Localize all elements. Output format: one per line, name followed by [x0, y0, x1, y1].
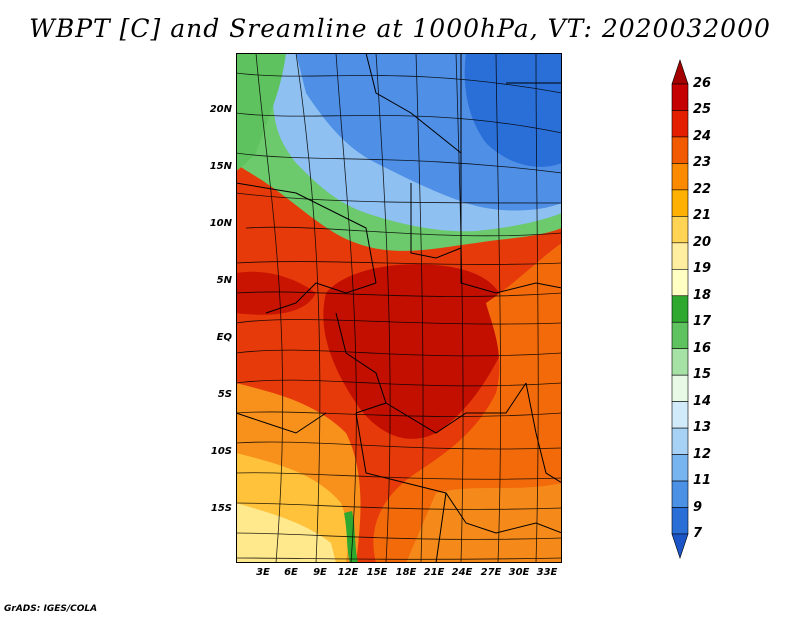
- lat-tick-label: 10S: [210, 446, 232, 457]
- colorbar-swatch: [671, 242, 689, 270]
- colorbar-tick-label: 17: [693, 314, 712, 330]
- lon-tick-label: 30E: [508, 567, 530, 578]
- colorbar-tick-label: 9: [693, 499, 703, 515]
- streamlines: [236, 53, 562, 563]
- colorbar-tick-label: 21: [693, 208, 712, 224]
- colorbar-tick-label: 12: [693, 446, 712, 462]
- chart-title: WBPT [C] and Sreamline at 1000hPa, VT: 2…: [29, 14, 771, 43]
- colorbar: [671, 59, 689, 559]
- colorbar-swatch: [671, 454, 689, 482]
- colorbar-tick-label: 7: [693, 526, 703, 541]
- colorbar-tick-label: 15: [693, 367, 712, 383]
- colorbar-swatch: [671, 295, 689, 323]
- lon-tick-label: 33E: [536, 567, 558, 578]
- colorbar-tick-label: 18: [693, 287, 712, 303]
- map-field: [236, 53, 562, 563]
- lat-tick-label: 5N: [216, 275, 232, 286]
- colorbar-swatch: [671, 401, 689, 429]
- colorbar-swatch: [671, 348, 689, 376]
- colorbar-tick-label: 11: [693, 473, 712, 489]
- lon-tick-label: 9E: [313, 567, 327, 578]
- region-hot-core: [323, 264, 508, 439]
- colorbar-swatch: [671, 216, 689, 244]
- colorbar-tick-label: 19: [693, 261, 712, 277]
- lat-tick-label: 10N: [209, 218, 232, 229]
- lat-tick-label: 20N: [209, 104, 232, 115]
- lon-tick-label: 27E: [480, 567, 502, 578]
- lat-tick-label: 15S: [210, 503, 232, 514]
- colorbar-swatch: [671, 189, 689, 217]
- colorbar-swatch: [671, 110, 689, 138]
- map-panel: 20N 15N 10N 5N EQ 5S 10S 15S 3E 6E 9E 12…: [210, 53, 562, 578]
- colorbar-tick-label: 14: [693, 393, 712, 409]
- region-north-deep: [464, 53, 562, 167]
- lon-tick-label: 18E: [395, 567, 417, 578]
- country-borders: [236, 53, 562, 563]
- colorbar-swatch: [671, 374, 689, 402]
- colorbar-tick-label: 25: [693, 102, 712, 118]
- credit-text: GrADS: IGES/COLA: [4, 604, 98, 614]
- colorbar-tick-label: 23: [693, 155, 712, 171]
- lon-tick-label: 15E: [366, 567, 388, 578]
- colorbar-swatch: [671, 321, 689, 350]
- region-south-yellow: [236, 503, 336, 563]
- lon-tick-label: 21E: [423, 567, 445, 578]
- colorbar-swatch: [671, 480, 689, 508]
- colorbar-tick-label: 22: [693, 181, 712, 197]
- colorbar-swatch: [671, 83, 689, 111]
- colorbar-swatch: [671, 163, 689, 191]
- region-hot-core: [236, 271, 316, 315]
- region-orange-east: [373, 243, 562, 563]
- colorbar-swatch: [671, 427, 689, 455]
- lon-tick-label: 12E: [337, 567, 359, 578]
- colorbar-swatch: [671, 268, 689, 297]
- lon-tick-label: 6E: [284, 567, 298, 578]
- colorbar-tick-label: 26: [693, 76, 712, 91]
- colorbar-tick-label: 20: [693, 234, 712, 250]
- colorbar-swatch: [671, 507, 689, 535]
- colorbar-swatch: [671, 136, 689, 164]
- lat-tick-label: 5S: [217, 389, 232, 400]
- colorbar-bottom-triangle: [671, 533, 689, 559]
- colorbar-tick-label: 13: [693, 420, 712, 436]
- lat-tick-label: EQ: [216, 332, 232, 343]
- lon-tick-label: 24E: [451, 567, 473, 578]
- colorbar-tick-label: 24: [693, 128, 712, 144]
- lat-tick-label: 15N: [209, 161, 232, 172]
- region-nw-green: [236, 53, 286, 171]
- colorbar-top-triangle: [671, 59, 689, 85]
- colorbar-tick-label: 16: [693, 340, 712, 356]
- lon-tick-label: 3E: [256, 567, 270, 578]
